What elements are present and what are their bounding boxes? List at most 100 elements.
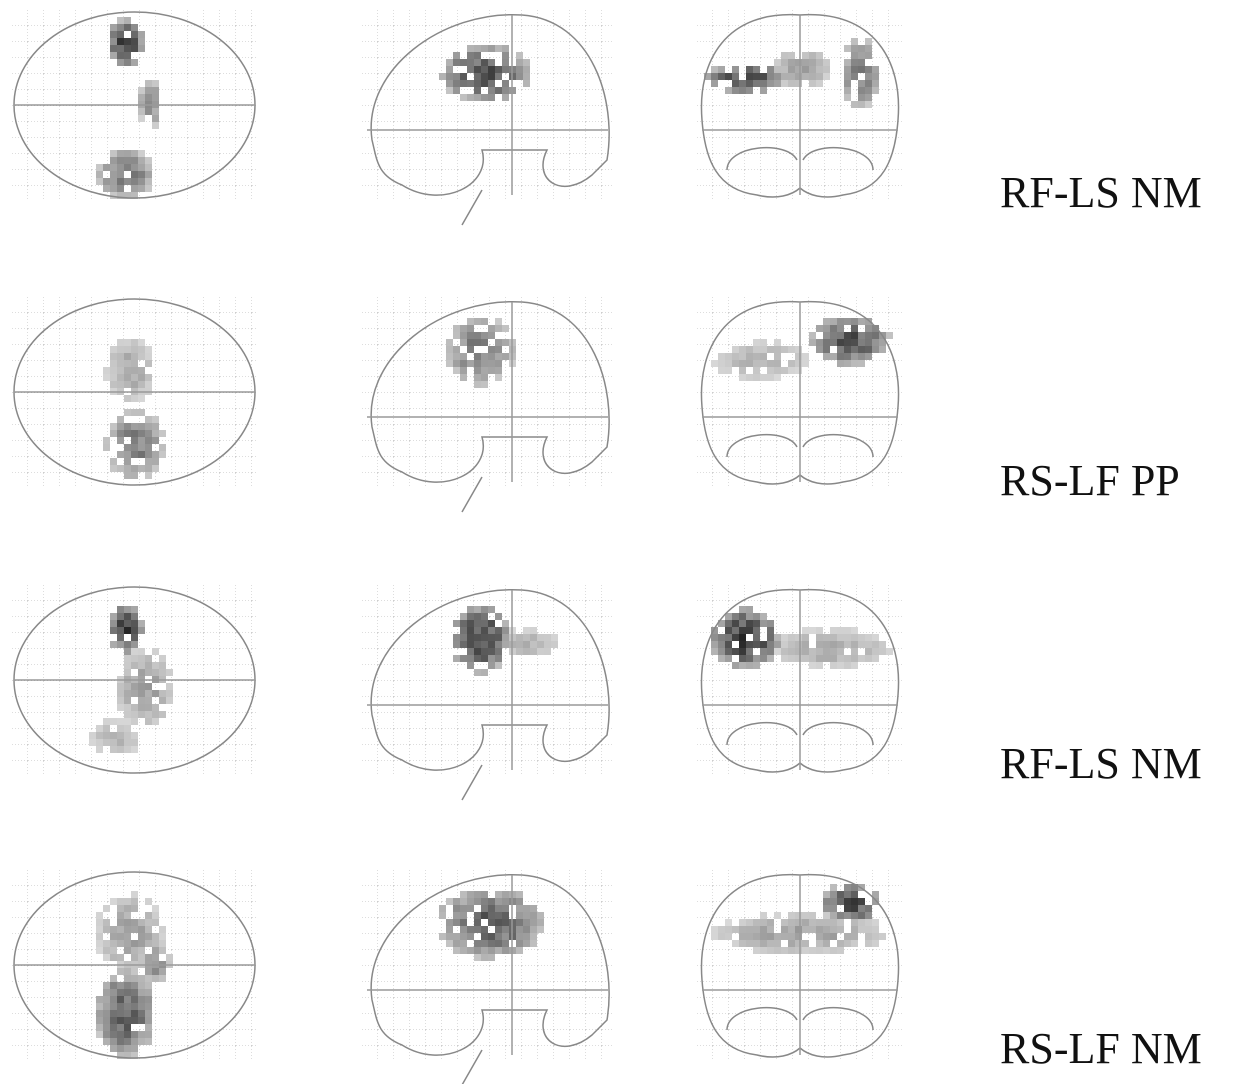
activation: [809, 332, 816, 339]
activation: [481, 627, 488, 634]
activation: [788, 367, 795, 374]
activation: [530, 919, 537, 926]
activation: [858, 94, 865, 101]
activation: [746, 613, 753, 620]
activation: [851, 634, 858, 641]
activation: [823, 905, 830, 912]
activation: [96, 926, 103, 933]
activation: [103, 739, 110, 746]
activation: [851, 66, 858, 73]
activation: [124, 940, 131, 947]
activation: [446, 66, 453, 73]
activation: [474, 891, 481, 898]
activation: [138, 662, 145, 669]
activation: [781, 641, 788, 648]
activation: [131, 996, 138, 1003]
activation: [474, 613, 481, 620]
activation: [117, 52, 124, 59]
activation: [117, 45, 124, 52]
activation: [823, 318, 830, 325]
activation: [138, 87, 145, 94]
activation: [725, 933, 732, 940]
activation: [830, 884, 837, 891]
activation: [481, 620, 488, 627]
activation: [138, 933, 145, 940]
activation: [718, 926, 725, 933]
activation: [753, 947, 760, 954]
activation: [830, 318, 837, 325]
activation: [131, 634, 138, 641]
activation: [152, 933, 159, 940]
activation: [753, 641, 760, 648]
activation: [446, 80, 453, 87]
activation: [124, 353, 131, 360]
activation: [474, 954, 481, 961]
activation: [117, 157, 124, 164]
activation: [124, 458, 131, 465]
activation: [117, 905, 124, 912]
activation: [96, 746, 103, 753]
activation: [467, 933, 474, 940]
activation: [830, 891, 837, 898]
activation: [145, 353, 152, 360]
activation: [530, 648, 537, 655]
activation: [103, 178, 110, 185]
activation: [732, 353, 739, 360]
activation: [488, 332, 495, 339]
activation: [502, 898, 509, 905]
activation: [830, 332, 837, 339]
activation: [474, 919, 481, 926]
activation: [802, 926, 809, 933]
activation: [746, 360, 753, 367]
activation: [488, 898, 495, 905]
activation: [767, 919, 774, 926]
activation: [110, 150, 117, 157]
activation: [830, 947, 837, 954]
activation: [481, 634, 488, 641]
activation: [103, 1017, 110, 1024]
activation: [837, 360, 844, 367]
activation: [495, 73, 502, 80]
activation: [760, 620, 767, 627]
activation: [802, 634, 809, 641]
activation: [110, 1045, 117, 1052]
activation: [788, 346, 795, 353]
activation: [453, 933, 460, 940]
activation: [795, 66, 802, 73]
activation: [767, 947, 774, 954]
activation: [523, 66, 530, 73]
activation: [816, 940, 823, 947]
activation: [166, 697, 173, 704]
activation: [774, 648, 781, 655]
activation: [460, 353, 467, 360]
activation: [544, 634, 551, 641]
brain-panel: [12, 297, 257, 487]
activation: [117, 1024, 124, 1031]
activation: [481, 353, 488, 360]
activation: [131, 613, 138, 620]
activation: [739, 367, 746, 374]
activation: [117, 1038, 124, 1045]
activation: [788, 73, 795, 80]
activation: [774, 339, 781, 346]
activation: [439, 73, 446, 80]
activation: [753, 926, 760, 933]
activation: [502, 94, 509, 101]
activation: [530, 933, 537, 940]
activation: [117, 1010, 124, 1017]
activation: [718, 634, 725, 641]
activation: [788, 66, 795, 73]
activation: [502, 45, 509, 52]
activation: [488, 606, 495, 613]
activation: [145, 416, 152, 423]
activation: [110, 367, 117, 374]
activation: [117, 38, 124, 45]
activation: [145, 157, 152, 164]
activation: [159, 926, 166, 933]
activation: [138, 31, 145, 38]
activation: [131, 367, 138, 374]
activation: [145, 662, 152, 669]
activation: [474, 73, 481, 80]
activation: [844, 353, 851, 360]
activation: [467, 947, 474, 954]
